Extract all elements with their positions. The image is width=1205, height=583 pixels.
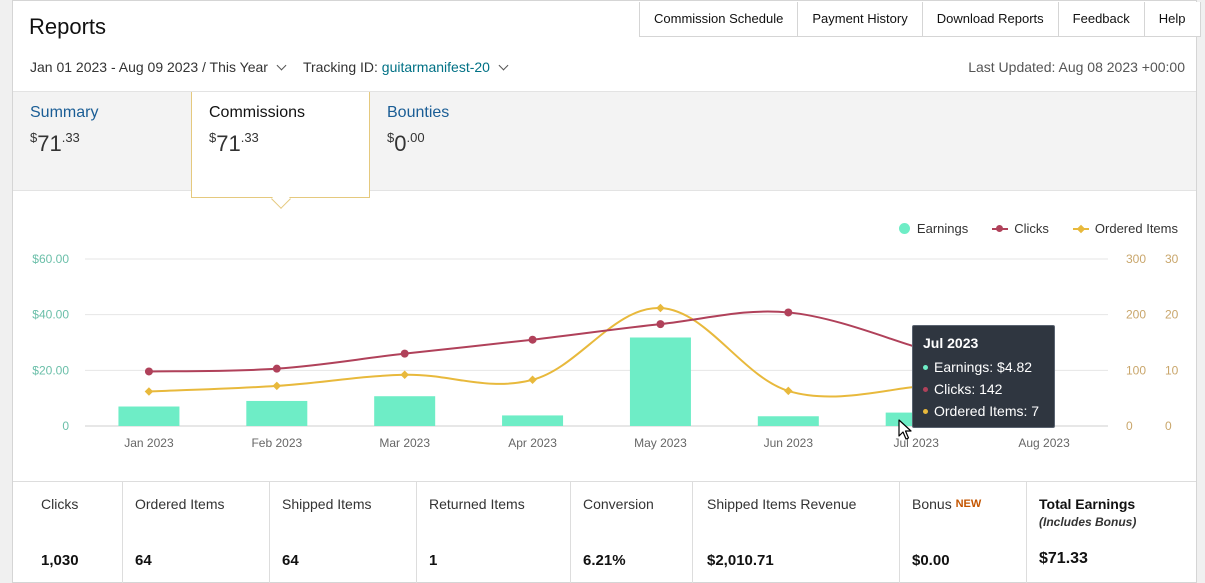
x-tick-label: Aug 2023	[1018, 436, 1070, 450]
y-right2-tick-label: 30	[1165, 252, 1179, 266]
ordered-items-line-icon	[1072, 223, 1089, 234]
stat-value: $71.33	[1039, 550, 1088, 567]
bar-earnings	[118, 406, 180, 426]
y-right-tick-label: 300	[1126, 252, 1146, 266]
payment-history-button[interactable]: Payment History	[798, 2, 923, 36]
stat-value: 64	[135, 552, 152, 569]
page-title: Reports	[29, 14, 107, 39]
earnings-dot-icon	[898, 223, 910, 234]
chart-tooltip: Jul 2023 Earnings: $4.82 Clicks: 142 Ord…	[912, 325, 1055, 428]
y-left-tick-label: $60.00	[32, 252, 69, 266]
stat-returned-items: Returned Items 1	[417, 482, 571, 583]
tab-label: Summary	[30, 104, 99, 121]
y-right2-tick-label: 20	[1165, 308, 1179, 322]
feedback-button[interactable]: Feedback	[1059, 2, 1145, 36]
y-left-tick-label: $40.00	[32, 308, 69, 322]
y-right-tick-label: 100	[1126, 363, 1146, 377]
ordered-items-point	[272, 381, 282, 391]
clicks-point	[272, 364, 281, 373]
download-reports-button[interactable]: Download Reports	[923, 2, 1059, 36]
stat-value: 64	[282, 552, 299, 569]
legend-clicks[interactable]: Clicks	[992, 221, 1049, 236]
tooltip-earnings: Earnings: $4.82	[923, 356, 1044, 378]
x-tick-label: Feb 2023	[251, 436, 302, 450]
stat-value: $2,010.71	[707, 552, 774, 569]
date-range-selector[interactable]: Jan 01 2023 - Aug 09 2023 / This Year	[30, 59, 268, 75]
legend-earnings[interactable]: Earnings	[898, 221, 968, 236]
mouse-cursor-icon	[898, 419, 912, 440]
x-tick-label: Mar 2023	[379, 436, 430, 450]
new-badge: NEW	[955, 498, 982, 510]
tab-amount: $0.00	[387, 130, 425, 156]
stat-shipped-items: Shipped Items 64	[270, 482, 417, 583]
bar-earnings	[246, 400, 308, 426]
bar-earnings	[629, 337, 691, 426]
filter-bar: Jan 01 2023 - Aug 09 2023 / This Year Tr…	[30, 59, 525, 75]
tracking-id-selector[interactable]: Tracking ID: guitarmanifest-20	[303, 59, 490, 75]
ordered-items-point	[144, 387, 154, 396]
y-right-tick-label: 0	[1126, 419, 1133, 433]
legend-ordered-items[interactable]: Ordered Items	[1072, 221, 1178, 236]
y-left-tick-label: $20.00	[32, 363, 69, 377]
tooltip-ordered-items: Ordered Items: 7	[923, 400, 1044, 422]
clicks-point	[144, 367, 153, 376]
x-tick-label: Jan 2023	[124, 436, 174, 450]
clicks-line-icon	[992, 223, 1009, 234]
clicks-point	[784, 308, 793, 317]
commission-schedule-button[interactable]: Commission Schedule	[640, 2, 799, 36]
clicks-point	[528, 335, 537, 344]
ordered-items-point	[528, 375, 537, 385]
help-button[interactable]: Help	[1158, 11, 1186, 26]
chart-legend: Earnings Clicks Ordered Items	[875, 221, 1178, 236]
stat-clicks: Clicks 1,030	[13, 482, 123, 583]
x-tick-label: Jun 2023	[764, 436, 814, 450]
ordered-dot-icon	[923, 408, 928, 414]
bar-earnings	[374, 396, 436, 426]
ordered-items-point	[656, 303, 665, 313]
stats-bar: Clicks 1,030 Ordered Items 64 Shipped It…	[13, 481, 1196, 583]
tab-amount: $71.33	[209, 130, 259, 156]
tab-label: Commissions	[209, 104, 306, 121]
stat-bonus: Bonus NEW $0.00	[900, 482, 1027, 583]
tooltip-title: Jul 2023	[923, 335, 979, 351]
stat-value: 1	[429, 552, 438, 569]
ordered-items-point	[784, 386, 793, 396]
clicks-point	[656, 320, 665, 329]
x-tick-label: Jul 2023	[894, 436, 940, 450]
y-right2-tick-label: 10	[1165, 363, 1179, 377]
last-updated: Last Updated: Aug 08 2023 +00:00	[968, 59, 1185, 75]
y-right2-tick-label: 0	[1165, 419, 1172, 433]
bar-earnings	[502, 415, 564, 426]
stat-value: 6.21%	[583, 552, 626, 569]
tab-commissions[interactable]: Commissions $71.33	[191, 92, 370, 198]
stat-value: $0.00	[912, 552, 950, 569]
tooltip-clicks: Clicks: 142	[923, 378, 1044, 400]
tab-label: Bounties	[387, 104, 450, 121]
tab-bounties[interactable]: Bounties $0.00	[370, 92, 548, 192]
tab-summary[interactable]: Summary $71.33	[13, 92, 191, 192]
stat-shipped-revenue: Shipped Items Revenue $2,010.71	[693, 482, 900, 583]
tracking-id-label: Tracking ID:	[302, 59, 382, 75]
stat-conversion: Conversion 6.21%	[571, 482, 693, 583]
clicks-point	[400, 349, 409, 358]
clicks-dot-icon	[923, 386, 928, 392]
top-nav: Commission Schedule Payment History Down…	[639, 2, 1201, 37]
y-left-tick-label: 0	[62, 419, 69, 433]
y-right-tick-label: 200	[1126, 308, 1146, 322]
x-tick-label: Apr 2023	[508, 436, 557, 450]
ordered-items-point	[400, 370, 409, 380]
bar-earnings	[757, 416, 819, 426]
x-tick-label: May 2023	[634, 436, 687, 450]
tab-strip: Summary $71.33 Commissions $71.33 Bounti…	[13, 91, 1196, 198]
stat-value: 1,030	[41, 552, 79, 569]
stat-total-earnings: Total Earnings (Includes Bonus) $71.33	[1039, 496, 1137, 567]
tracking-id-value: guitarmanifest-20	[381, 59, 490, 75]
stat-ordered-items: Ordered Items 64	[123, 482, 270, 583]
earnings-dot-icon	[923, 364, 928, 370]
tab-amount: $71.33	[30, 130, 80, 156]
